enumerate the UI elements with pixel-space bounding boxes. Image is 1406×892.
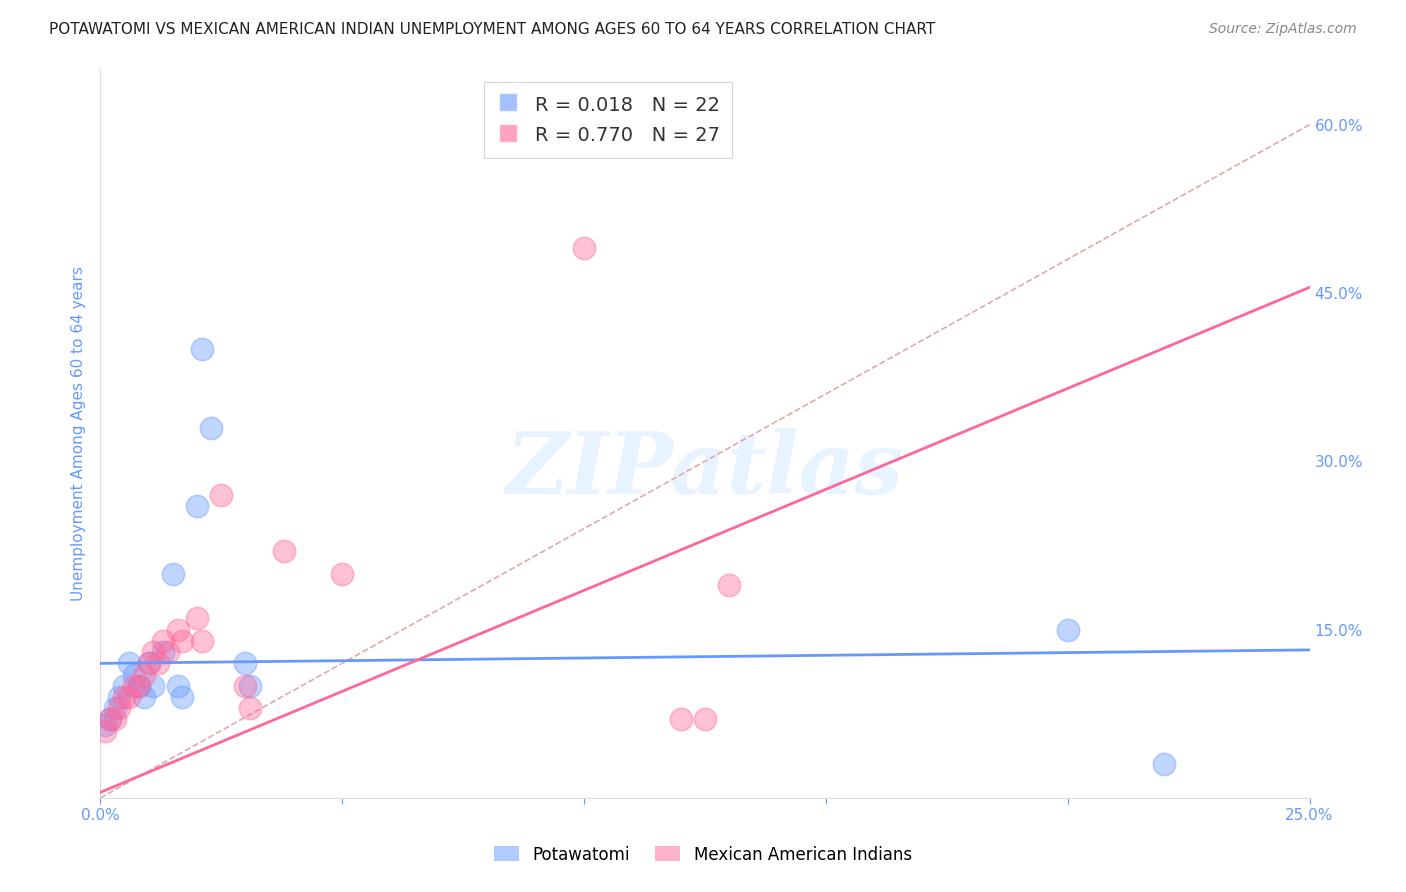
Text: ZIPatlas: ZIPatlas [506,428,904,511]
Point [118,690,141,704]
Point [98,713,121,727]
Point [132,667,155,681]
Point [166,679,188,693]
Point [172,690,194,704]
Point [330,566,353,581]
Text: POTAWATOMI VS MEXICAN AMERICAN INDIAN UNEMPLOYMENT AMONG AGES 60 TO 64 YEARS COR: POTAWATOMI VS MEXICAN AMERICAN INDIAN UN… [49,22,935,37]
Point [693,713,716,727]
Point [108,701,131,715]
Point [233,679,256,693]
Point [572,241,595,255]
Point [138,657,160,671]
Point [209,488,232,502]
Point [122,667,145,681]
Point [186,611,208,625]
Point [239,701,262,715]
Point [142,679,165,693]
Point [152,634,174,648]
Point [190,634,212,648]
Point [142,645,165,659]
Text: Source: ZipAtlas.com: Source: ZipAtlas.com [1209,22,1357,37]
Legend: Potawatomi, Mexican American Indians: Potawatomi, Mexican American Indians [488,839,918,871]
Y-axis label: Unemployment Among Ages 60 to 64 years: Unemployment Among Ages 60 to 64 years [72,266,86,600]
Point [190,342,212,356]
Point [200,420,222,434]
Legend: R = 0.018   N = 22, R = 0.770   N = 27: R = 0.018 N = 22, R = 0.770 N = 27 [485,82,731,158]
Point [239,679,262,693]
Point [186,500,208,514]
Point [148,657,170,671]
Point [108,690,131,704]
Point [1153,757,1175,772]
Point [98,713,121,727]
Point [132,690,155,704]
Point [669,713,692,727]
Point [166,623,188,637]
Point [162,566,184,581]
Point [128,679,150,693]
Point [112,679,135,693]
Point [152,645,174,659]
Point [156,645,179,659]
Point [1056,623,1078,637]
Point [94,718,117,732]
Point [128,679,150,693]
Point [118,657,141,671]
Point [233,657,256,671]
Point [94,723,117,738]
Point [718,578,741,592]
Point [112,690,135,704]
Point [104,713,127,727]
Point [104,701,127,715]
Point [138,657,160,671]
Point [273,544,295,558]
Point [172,634,194,648]
Point [122,679,145,693]
